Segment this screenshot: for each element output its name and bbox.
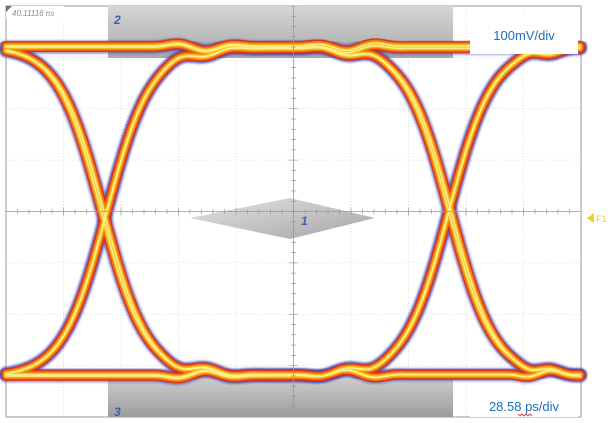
- timestamp-corner-icon: [6, 6, 12, 12]
- mask-region-1: [190, 198, 375, 239]
- timestamp-tab: [6, 6, 64, 19]
- horizontal-scale-box: [470, 390, 578, 417]
- spellcheck-underline: [517, 413, 533, 417]
- mask-label-2: 2: [113, 13, 121, 27]
- trigger-marker-icon: [587, 213, 594, 223]
- timestamp-label: 40.11116 ns: [12, 9, 54, 18]
- mask-label-1: 1: [301, 214, 308, 228]
- trigger-marker-label: F1: [596, 214, 607, 224]
- mask-label-3: 3: [114, 405, 121, 419]
- horizontal-scale-label: 28.58 ps/div: [489, 399, 560, 414]
- center-axis-ticks: [5, 5, 582, 418]
- trace-glow: [5, 49, 581, 379]
- vertical-scale-label: 100mV/div: [493, 28, 555, 43]
- vertical-scale-box: [470, 14, 578, 54]
